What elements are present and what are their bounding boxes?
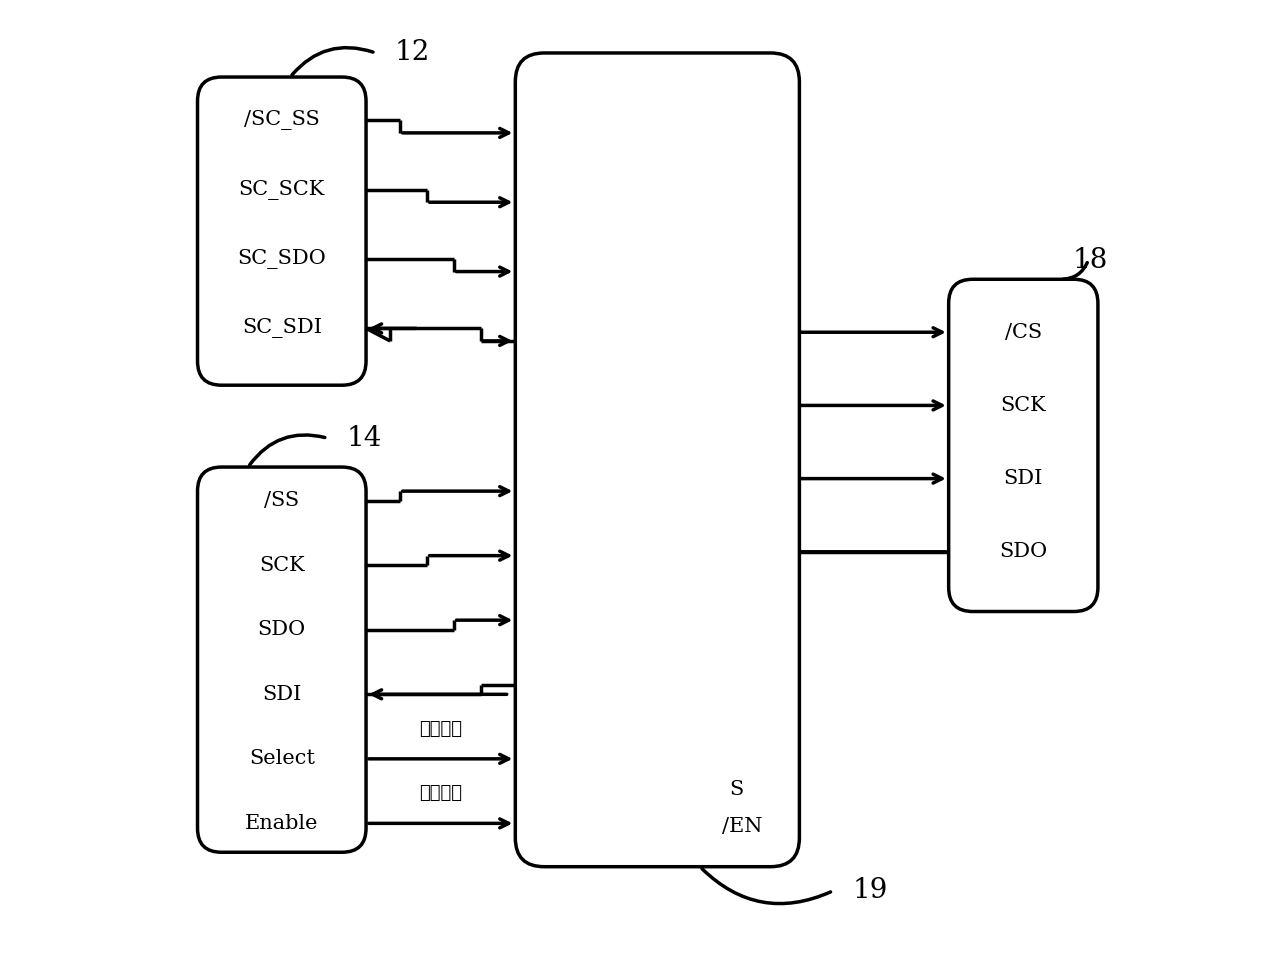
Text: 使能信号: 使能信号 (419, 784, 462, 802)
Text: /SS: /SS (264, 491, 300, 510)
Text: Enable: Enable (245, 814, 319, 833)
Text: SDI: SDI (263, 685, 301, 704)
Text: 14: 14 (347, 425, 382, 452)
Text: 18: 18 (1072, 247, 1108, 273)
Text: SDO: SDO (257, 620, 306, 639)
Text: /EN: /EN (722, 817, 762, 836)
Text: 选择信号: 选择信号 (419, 719, 462, 738)
Text: S: S (730, 780, 744, 799)
FancyBboxPatch shape (949, 279, 1098, 612)
Text: SC_SDO: SC_SDO (237, 249, 327, 269)
FancyBboxPatch shape (515, 53, 799, 867)
Text: SCK: SCK (1000, 396, 1047, 415)
Text: Select: Select (249, 749, 315, 768)
Text: /CS: /CS (1004, 323, 1041, 342)
Text: SC_SDI: SC_SDI (242, 319, 322, 338)
Text: 12: 12 (395, 39, 430, 66)
Text: /SC_SS: /SC_SS (243, 111, 320, 130)
Text: SCK: SCK (259, 556, 305, 575)
Text: SDI: SDI (1003, 469, 1043, 488)
FancyBboxPatch shape (197, 467, 366, 852)
Text: SC_SCK: SC_SCK (238, 180, 325, 199)
Text: SDO: SDO (999, 542, 1048, 561)
FancyBboxPatch shape (197, 77, 366, 385)
Text: 19: 19 (852, 877, 888, 904)
